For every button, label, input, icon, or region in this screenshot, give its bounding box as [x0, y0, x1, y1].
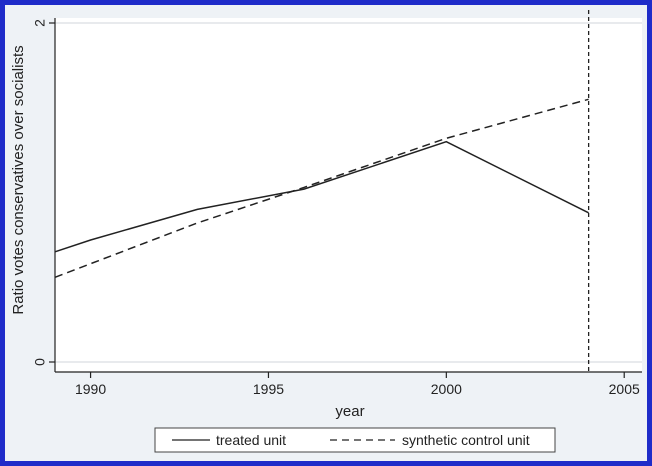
axes [54, 18, 642, 373]
x-axis-ticks: 1990 1995 2000 2005 [75, 372, 640, 397]
x-tick-label-3: 2005 [609, 381, 640, 397]
x-tick-label-1: 1995 [253, 381, 284, 397]
grid-lines [55, 22, 642, 363]
series-line-1 [54, 98, 589, 279]
legend: treated unit synthetic control unit [154, 427, 556, 453]
x-axis-label: year [335, 403, 364, 420]
plot-area [55, 18, 642, 372]
legend-label-treated: treated unit [216, 432, 286, 448]
series-line-0 [54, 140, 589, 253]
y-tick-label-1: 2 [32, 19, 48, 27]
y-axis-ticks: 02 [32, 19, 55, 366]
x-tick-label-0: 1990 [75, 381, 106, 397]
y-axis-label: Ratio votes conservatives over socialist… [10, 45, 27, 314]
legend-label-synthetic: synthetic control unit [402, 432, 530, 448]
y-tick-label-0: 0 [32, 358, 48, 366]
series-lines [54, 98, 589, 279]
x-tick-label-2: 2000 [431, 381, 462, 397]
